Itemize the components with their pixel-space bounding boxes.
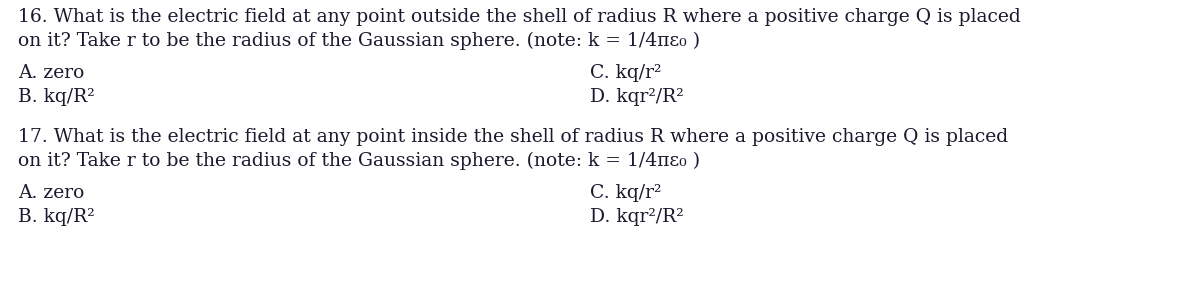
Text: A. zero: A. zero bbox=[18, 184, 84, 202]
Text: C. kq/r²: C. kq/r² bbox=[590, 64, 661, 82]
Text: 16. What is the electric field at any point outside the shell of radius R where : 16. What is the electric field at any po… bbox=[18, 8, 1021, 26]
Text: on it? Take r to be the radius of the Gaussian sphere. (note: k = 1/4πε₀ ): on it? Take r to be the radius of the Ga… bbox=[18, 32, 700, 50]
Text: on it? Take r to be the radius of the Gaussian sphere. (note: k = 1/4πε₀ ): on it? Take r to be the radius of the Ga… bbox=[18, 152, 700, 170]
Text: B. kq/R²: B. kq/R² bbox=[18, 208, 95, 226]
Text: 17. What is the electric field at any point inside the shell of radius R where a: 17. What is the electric field at any po… bbox=[18, 128, 1008, 146]
Text: D. kqr²/R²: D. kqr²/R² bbox=[590, 208, 684, 226]
Text: C. kq/r²: C. kq/r² bbox=[590, 184, 661, 202]
Text: A. zero: A. zero bbox=[18, 64, 84, 82]
Text: D. kqr²/R²: D. kqr²/R² bbox=[590, 88, 684, 106]
Text: B. kq/R²: B. kq/R² bbox=[18, 88, 95, 106]
